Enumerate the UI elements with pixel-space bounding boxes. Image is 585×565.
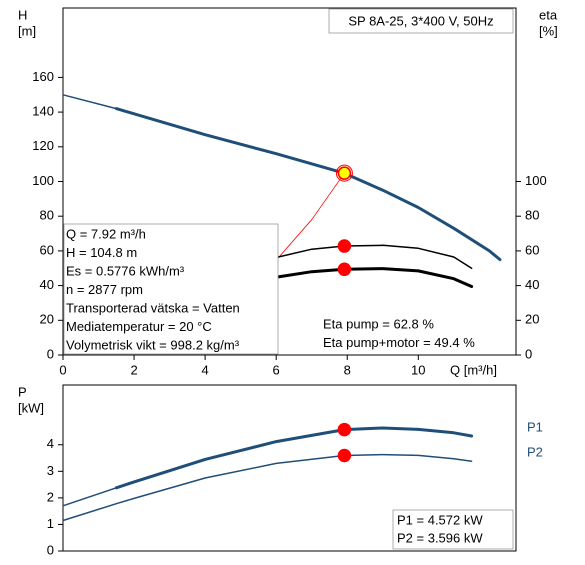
- x-tick-label: 10: [411, 362, 425, 377]
- info-line: H = 104.8 m: [66, 245, 137, 260]
- y-axis-unit: [kW]: [18, 400, 44, 415]
- operating-point: [337, 166, 352, 180]
- value-line: P2 = 3.596 kW: [397, 530, 483, 545]
- info-line: Transporterad vätska = Vatten: [66, 300, 240, 315]
- y-tick-label: 140: [32, 104, 54, 119]
- info-line: n = 2877 rpm: [66, 282, 143, 297]
- y2-tick-label: 100: [525, 173, 547, 188]
- curve: [114, 107, 502, 262]
- info-line: Q = 7.92 m³/h: [66, 226, 146, 241]
- curve: [277, 172, 345, 259]
- y-tick-label: 1: [47, 516, 54, 531]
- y-tick-label: 100: [32, 173, 54, 188]
- curve: [276, 267, 474, 288]
- y-axis-label: H: [18, 7, 27, 22]
- curve: [114, 426, 474, 490]
- y2-tick-label: 0: [525, 346, 532, 361]
- x-tick-label: 2: [130, 362, 137, 377]
- info-line: Mediatemperatur = 20 °C: [66, 319, 212, 334]
- operating-point: [337, 422, 352, 437]
- y2-tick-label: 60: [525, 242, 539, 257]
- y-axis-label: P: [18, 384, 27, 399]
- curve: [62, 487, 118, 507]
- y-tick-label: 80: [40, 208, 54, 223]
- operating-point: [337, 448, 352, 463]
- y-tick-label: 20: [40, 312, 54, 327]
- x-tick-label: 6: [273, 362, 280, 377]
- info-line: Volymetrisk vikt = 998.2 kg/m³: [66, 337, 240, 352]
- y2-tick-label: 20: [525, 312, 539, 327]
- y-tick-label: 0: [47, 346, 54, 361]
- y-axis-unit: [m]: [18, 23, 36, 38]
- x-tick-label: 0: [59, 362, 66, 377]
- y2-tick-label: 80: [525, 208, 539, 223]
- curve: [277, 244, 473, 270]
- operating-ring: [335, 164, 353, 182]
- series-label: P1: [527, 419, 543, 434]
- value-line: P1 = 4.572 kW: [397, 512, 483, 527]
- operating-point: [337, 262, 352, 277]
- y2-axis-unit: [%]: [539, 23, 558, 38]
- y-tick-label: 40: [40, 277, 54, 292]
- x-axis-label: Q [m³/h]: [450, 362, 497, 377]
- curve: [115, 453, 473, 505]
- title-box: [328, 8, 514, 34]
- value-box: [392, 509, 514, 550]
- y-tick-label: 120: [32, 138, 54, 153]
- x-tick-label: 4: [202, 362, 209, 377]
- plot-frame: [62, 384, 517, 552]
- curve: [62, 94, 118, 110]
- y-tick-label: 0: [47, 542, 54, 557]
- y2-tick-label: 40: [525, 277, 539, 292]
- operating-point: [337, 239, 352, 253]
- y-tick-label: 3: [47, 463, 54, 478]
- eta-line: Eta pump = 62.8 %: [323, 316, 434, 331]
- y2-axis-label: eta: [539, 7, 558, 22]
- info-box: [63, 223, 279, 355]
- info-line: Es = 0.5776 kWh/m³: [66, 263, 185, 278]
- curve: [62, 502, 118, 522]
- y-tick-label: 2: [47, 489, 54, 504]
- x-tick-label: 8: [344, 362, 351, 377]
- y-tick-label: 60: [40, 242, 54, 257]
- y-tick-label: 160: [32, 69, 54, 84]
- eta-line: Eta pump+motor = 49.4 %: [323, 335, 475, 350]
- y-tick-label: 4: [47, 436, 54, 451]
- chart-title: SP 8A-25, 3*400 V, 50Hz: [348, 13, 493, 28]
- series-label: P2: [527, 445, 543, 460]
